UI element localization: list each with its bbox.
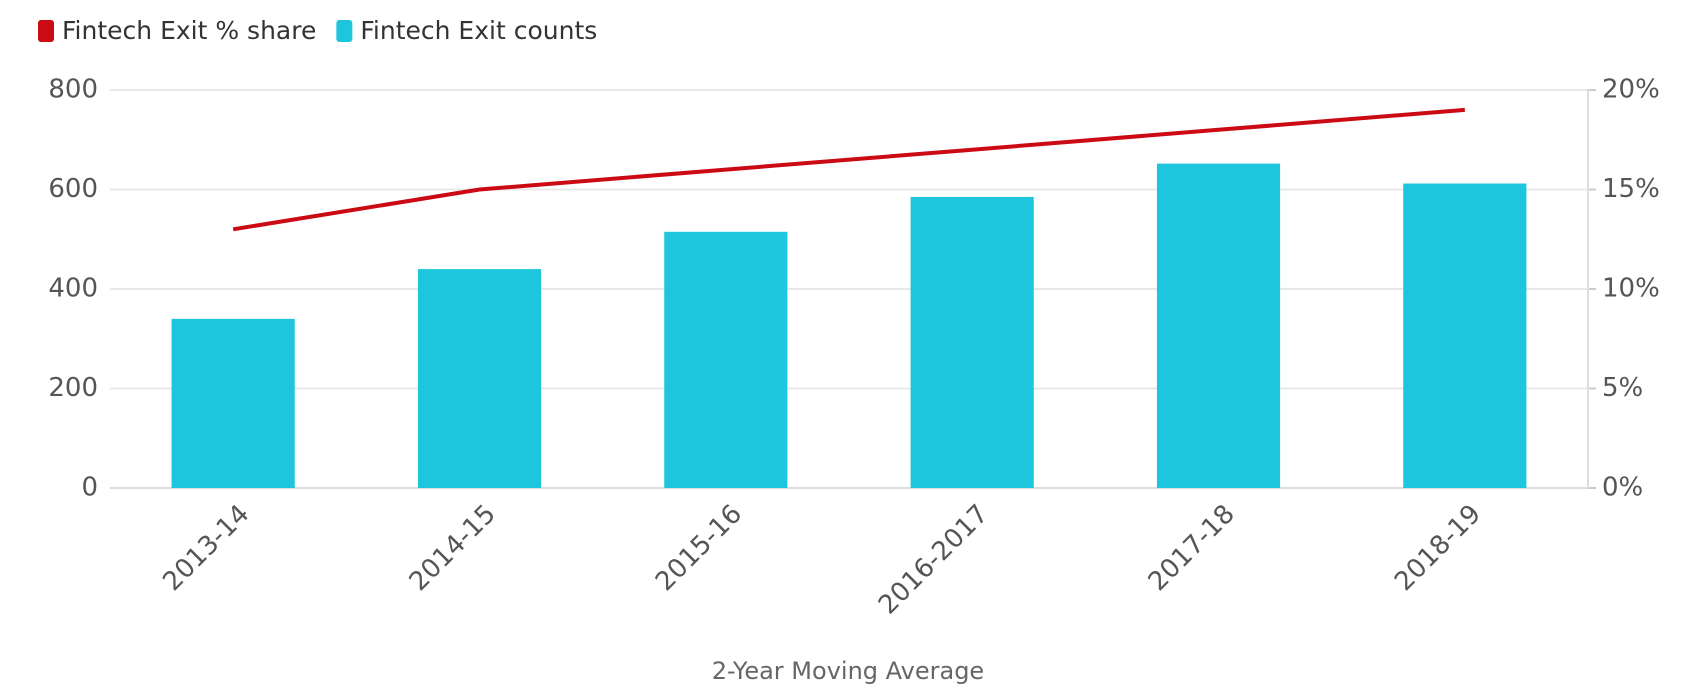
y-tick-label: 200 <box>48 373 98 403</box>
legend-label: Fintech Exit % share <box>62 16 316 45</box>
legend-swatch <box>38 20 54 42</box>
y2-tick-label: 5% <box>1602 373 1643 403</box>
bar <box>664 231 788 488</box>
x-tick-label: 2015-16 <box>650 499 748 597</box>
y-tick-label: 400 <box>48 274 98 304</box>
bar <box>1403 183 1527 488</box>
bar <box>1156 163 1281 488</box>
bar <box>171 318 295 488</box>
x-tick-label: 2017-18 <box>1143 499 1241 597</box>
legend-swatch <box>336 20 353 42</box>
y-tick-label: 0 <box>81 473 98 503</box>
bar <box>910 196 1034 488</box>
y2-tick-label: 0% <box>1602 473 1643 503</box>
y2-tick-label: 15% <box>1602 174 1660 204</box>
y2-tick-label: 10% <box>1602 274 1660 304</box>
x-tick-label: 2014-15 <box>404 499 502 597</box>
legend-label: Fintech Exit counts <box>360 16 597 45</box>
x-tick-label: 2016-2017 <box>873 499 994 620</box>
x-tick-label: 2013-14 <box>157 499 255 597</box>
x-tick-label: 2018-19 <box>1389 499 1487 597</box>
y-tick-label: 600 <box>48 174 98 204</box>
x-axis-label: 2-Year Moving Average <box>712 657 984 685</box>
y-tick-label: 800 <box>48 75 98 105</box>
line <box>232 107 1465 232</box>
bar <box>417 269 542 488</box>
y2-tick-label: 20% <box>1602 75 1660 105</box>
